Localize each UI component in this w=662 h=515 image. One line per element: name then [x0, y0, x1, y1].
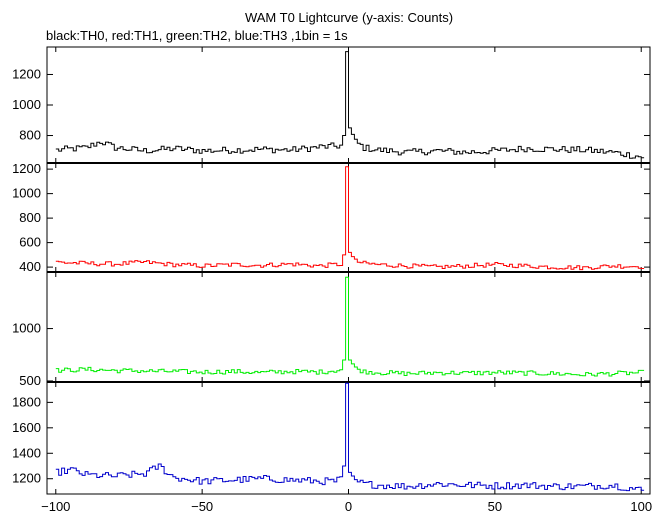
x-tick-label: −50 — [191, 499, 213, 514]
y-tick-label-th2: 500 — [19, 373, 41, 388]
series-line-th3 — [55, 382, 645, 492]
y-tick-label-th1: 600 — [19, 235, 41, 250]
y-tick-label-th0: 1000 — [12, 97, 41, 112]
y-tick-label-th1: 400 — [19, 259, 41, 274]
chart-title: WAM T0 Lightcurve (y-axis: Counts) — [245, 10, 453, 25]
y-tick-label-th3: 1200 — [12, 471, 41, 486]
series-line-th1 — [55, 166, 645, 271]
x-tick-label: 50 — [488, 499, 502, 514]
series-line-th0 — [55, 51, 645, 159]
plot-area: 8001000120040060080010001200500100012001… — [12, 46, 652, 514]
y-tick-label-th1: 1200 — [12, 161, 41, 176]
series-line-th2 — [55, 276, 645, 377]
x-tick-label: 100 — [630, 499, 652, 514]
y-tick-label-th1: 800 — [19, 210, 41, 225]
chart-subtitle: black:TH0, red:TH1, green:TH2, blue:TH3 … — [46, 28, 348, 43]
x-tick-label: −100 — [41, 499, 70, 514]
x-tick-label: 0 — [345, 499, 352, 514]
y-tick-label-th3: 1600 — [12, 420, 41, 435]
y-tick-label-th2: 1000 — [12, 321, 41, 336]
y-tick-label-th0: 1200 — [12, 66, 41, 81]
y-tick-label-th3: 1800 — [12, 394, 41, 409]
y-tick-label-th3: 1400 — [12, 445, 41, 460]
y-tick-label-th1: 1000 — [12, 186, 41, 201]
y-tick-label-th0: 800 — [19, 128, 41, 143]
